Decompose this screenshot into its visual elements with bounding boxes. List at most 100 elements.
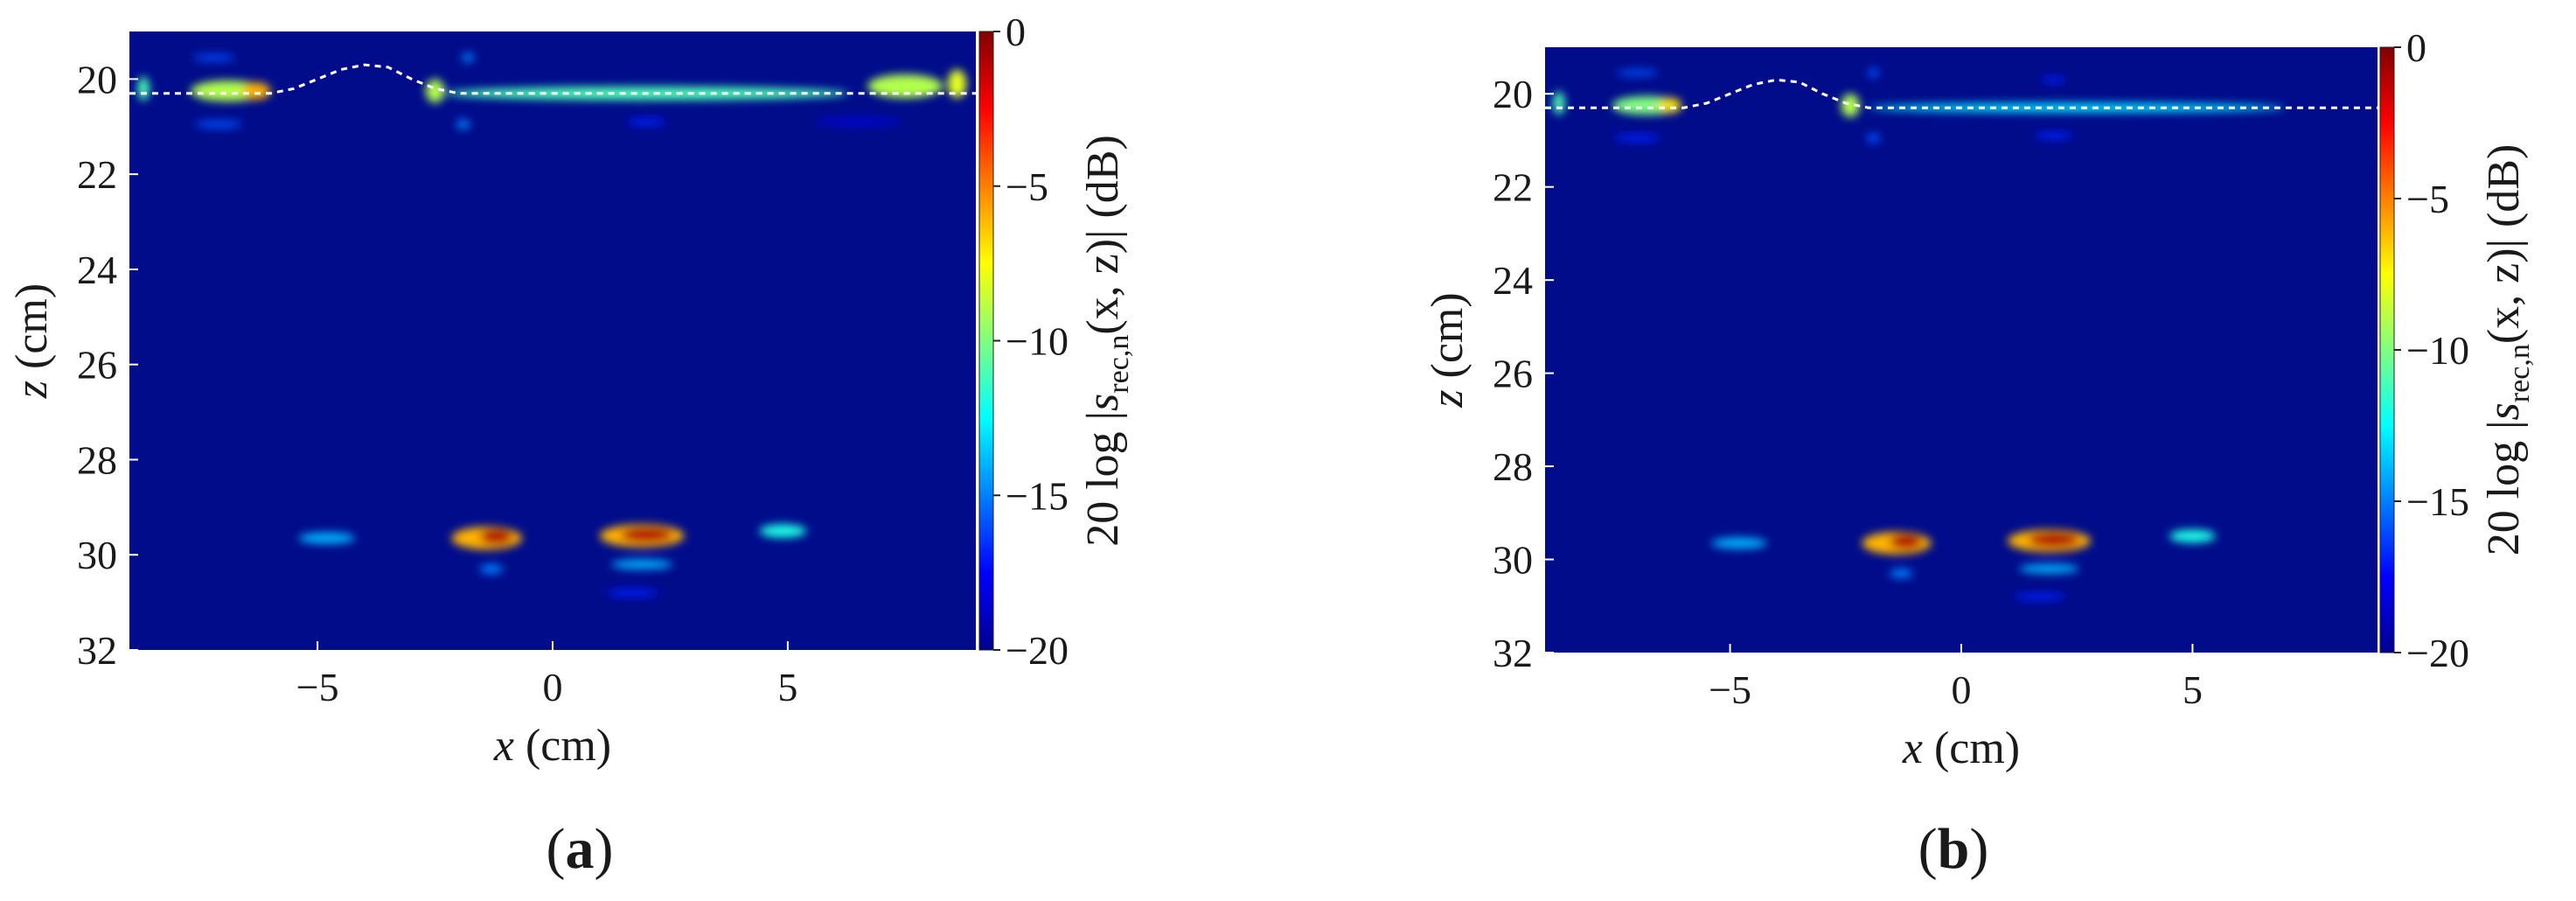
heatmap-blob-13: [1890, 534, 1923, 549]
heatmap-blob-7: [1867, 67, 1880, 78]
colorbar-tick-label: −10: [2406, 328, 2469, 373]
heatmap-blob-9: [2042, 76, 2065, 83]
heatmap-blob-19: [611, 559, 673, 569]
x-tick-label: −5: [296, 665, 339, 709]
colorbar-label-suffix: (x, z)| (dB): [1078, 135, 1128, 334]
heatmap-blob-21: [759, 524, 807, 538]
y-tick-label: 20: [1493, 72, 1533, 116]
colorbar-tick-label: −5: [1006, 164, 1048, 209]
y-tick-label: 26: [1493, 352, 1533, 396]
colorbar-tick-label: 0: [1006, 10, 1026, 54]
heatmap-blob-3: [1616, 69, 1659, 77]
colorbar-label-suffix: (x, z)| (dB): [2479, 144, 2529, 344]
colorbar-label: 20 log |srec,n(x, z)| (dB): [2479, 144, 2536, 556]
colorbar-gradient: [978, 31, 994, 651]
heatmap-blob-17: [2019, 563, 2079, 574]
panel-label-open: (: [547, 817, 566, 881]
y-axis-unit: (cm): [1423, 292, 1472, 389]
axes: 20 22 24 26 28 30 32 −5 0 5: [1493, 72, 2203, 712]
heatmap-blob-1: [242, 82, 271, 100]
heatmap-blob-8: [1866, 133, 1881, 143]
panel-label-close: ): [1969, 817, 1988, 881]
heatmap-blob-4: [1614, 134, 1661, 143]
heatmap-blob-16: [2028, 532, 2079, 548]
heatmap-blob-4: [195, 120, 243, 129]
heatmap-blob-2: [137, 76, 150, 101]
x-tick-label: 5: [777, 665, 797, 709]
surface-profile-line: [1545, 78, 2378, 109]
colorbar-tick-label: 0: [2406, 25, 2426, 70]
x-axis-label: x (cm): [493, 721, 611, 771]
colorbar-tick-label: −15: [1006, 473, 1069, 518]
colorbar: 0 −5 −10 −15 −20 20 log |srec,n(x, z)| (dB): [978, 10, 1135, 673]
panel-label-letter: a: [566, 817, 595, 881]
heatmap-blob-3: [192, 54, 235, 61]
heatmap-blob-5: [425, 79, 445, 103]
y-tick-label: 22: [1493, 165, 1533, 210]
heatmap-blob-13: [298, 532, 356, 544]
heatmap-blob-18: [2014, 592, 2065, 601]
y-tick-label: 30: [1493, 538, 1533, 583]
y-tick-label: 28: [1493, 444, 1533, 489]
y-tick-label: 30: [77, 533, 117, 577]
colorbar-label: 20 log |srec,n(x, z)| (dB): [1078, 135, 1135, 547]
heatmap-blob-20: [606, 589, 659, 597]
heatmap-blob-8: [947, 69, 967, 99]
panel-label: (b): [1918, 817, 1989, 881]
heatmap-blob-15: [479, 528, 513, 545]
y-tick-label: 26: [77, 343, 117, 388]
heatmap-blob-10: [456, 119, 470, 129]
heatmap-blob-16: [479, 564, 504, 574]
y-tick-label: 28: [77, 437, 117, 482]
heatmap-blob-1: [1658, 98, 1682, 114]
heatmap-blob-11: [628, 117, 666, 126]
colorbar-label-prefix: 20 log |: [2479, 420, 2529, 555]
y-tick-label: 32: [1493, 631, 1533, 675]
panel-label-open: (: [1918, 817, 1938, 881]
panel-label-close: ): [595, 817, 614, 881]
plot-area: [1545, 47, 2378, 653]
x-axis-var: x: [1902, 723, 1923, 773]
heatmap-blob-14: [1890, 569, 1913, 578]
heatmap-intensity: [129, 52, 976, 597]
surface-profile-line: [129, 63, 976, 95]
colorbar-tick-label: −20: [2406, 631, 2469, 675]
y-tick-label: 22: [77, 152, 117, 197]
colorbar-label-sub: rec,n: [1103, 335, 1135, 394]
colorbar-label-var: s: [2479, 402, 2529, 420]
y-axis-label: z (cm): [1423, 292, 1472, 408]
colorbar-gradient: [2379, 46, 2395, 653]
x-tick-label: −5: [1709, 667, 1751, 712]
y-tick-label: 32: [77, 628, 117, 673]
y-tick-label: 20: [77, 57, 117, 101]
heatmap-blob-9: [462, 52, 474, 63]
axes: 20 22 24 26 28 30 32 −5 0 5: [77, 57, 797, 709]
x-tick-label: 5: [2183, 667, 2203, 712]
x-axis-var: x: [493, 721, 514, 771]
heatmap-blob-5: [1841, 94, 1860, 117]
y-axis-var: z: [7, 381, 57, 399]
colorbar-tick-label: −15: [2406, 479, 2469, 524]
panel-label: (a): [547, 817, 614, 881]
x-axis-unit: (cm): [1923, 723, 2020, 773]
x-axis-label: x (cm): [1902, 723, 2020, 773]
y-tick-label: 24: [1493, 258, 1533, 303]
heatmap-blob-11: [1711, 537, 1767, 549]
y-tick-label: 24: [77, 248, 117, 292]
plot-area: [129, 31, 976, 650]
heatmap-blob-2: [1553, 91, 1565, 115]
heatmap-blob-19: [2169, 529, 2216, 543]
colorbar: 0 −5 −10 −15 −20 20 log |srec,n(x, z)| (dB): [2379, 25, 2536, 675]
colorbar-label-var: s: [1078, 394, 1128, 411]
heatmap-blob-6: [1869, 102, 2286, 113]
colorbar-tick-label: −5: [2406, 177, 2449, 221]
colorbar-label-prefix: 20 log |: [1078, 411, 1128, 547]
colorbar-label-sub: rec,n: [2503, 344, 2536, 402]
panel-label-letter: b: [1938, 817, 1970, 881]
y-axis-var: z: [1423, 389, 1472, 408]
colorbar-tick-label: −20: [1006, 628, 1069, 673]
colorbar-tick-label: −10: [1006, 319, 1069, 364]
